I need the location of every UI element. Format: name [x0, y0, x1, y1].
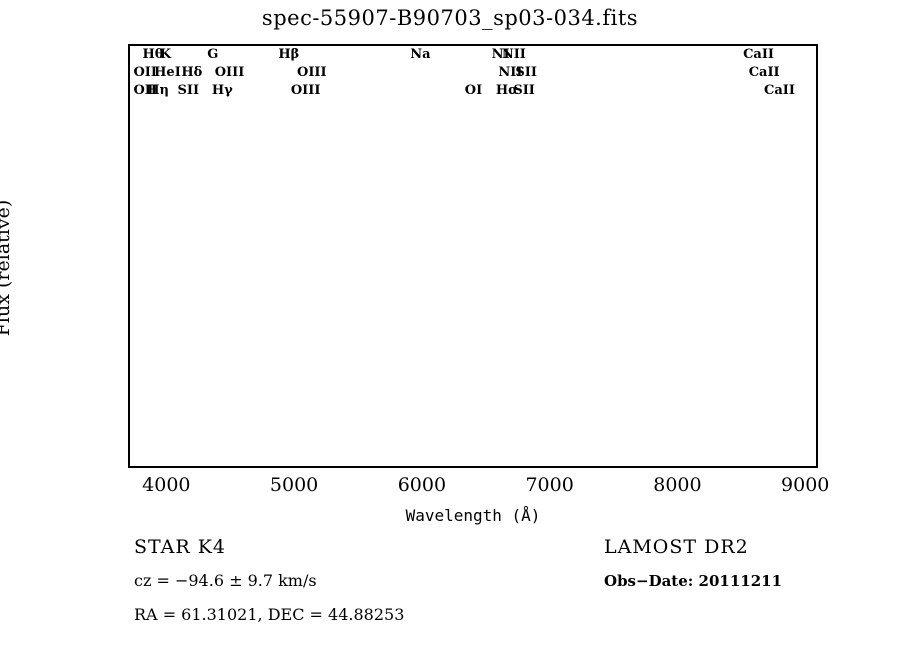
spectral-line-label: Hη: [147, 83, 169, 98]
spectral-line-label: CaII: [743, 47, 774, 62]
survey-name: LAMOST DR2: [604, 536, 749, 558]
spectral-line-label: Hα: [495, 83, 519, 98]
observation-date: Obs−Date: 20111211: [604, 572, 783, 590]
x-tick-label: 5000: [269, 474, 319, 496]
spectral-line-label: Na: [410, 47, 431, 62]
spectral-line-label: OII: [133, 65, 157, 80]
spectral-line-label: OII: [133, 83, 157, 98]
plot-area: Hθ K G Hβ Na NI NII CaII OII HeI Hδ OIII OIII NII SII C…: [128, 44, 818, 468]
page-title: spec-55907-B90703_sp03-034.fits: [261, 6, 639, 30]
spectral-line-label: Hγ: [211, 83, 233, 98]
spectral-line-label: K: [159, 47, 172, 62]
x-tick-label: 8000: [653, 474, 702, 496]
redshift-velocity: cz = −94.6 ± 9.7 km/s: [134, 571, 317, 590]
sky-coordinates: RA = 61.31021, DEC = 44.88253: [134, 605, 405, 624]
spectral-line-label: Hθ: [142, 47, 164, 62]
spectral-line-label: G: [207, 47, 219, 62]
spectral-line-label: OIII: [214, 65, 245, 80]
spectral-line-label: SII: [513, 83, 535, 98]
spectral-line-label: Hδ: [181, 65, 203, 80]
spectral-line-label: OI: [464, 83, 483, 98]
x-tick-label: 6000: [397, 474, 447, 496]
spectral-line-label: Hβ: [278, 47, 300, 62]
spectral-line-label: HeI: [154, 65, 181, 80]
spectral-line-label: CaII: [748, 65, 780, 80]
spectral-line-label: OIII: [290, 83, 321, 98]
spectral-line-label: NI: [491, 47, 510, 62]
x-tick-label: 7000: [525, 474, 574, 496]
spectral-line-label: SII: [177, 83, 200, 98]
spectral-line-label: NII: [501, 47, 526, 62]
object-class: STAR K4: [134, 536, 226, 558]
plot-frame: [128, 44, 818, 468]
spectral-line-label: NII: [498, 65, 523, 80]
spectral-line-label: SII: [515, 65, 537, 80]
spectral-line-label: CaII: [764, 83, 795, 98]
x-axis-title: Wavelength (Å): [405, 506, 541, 525]
x-tick-label: 9000: [781, 474, 830, 496]
spectral-line-label: OIII: [297, 65, 327, 80]
x-tick-label: 4000: [142, 474, 191, 496]
y-axis-title: Flux (relative): [0, 199, 14, 337]
